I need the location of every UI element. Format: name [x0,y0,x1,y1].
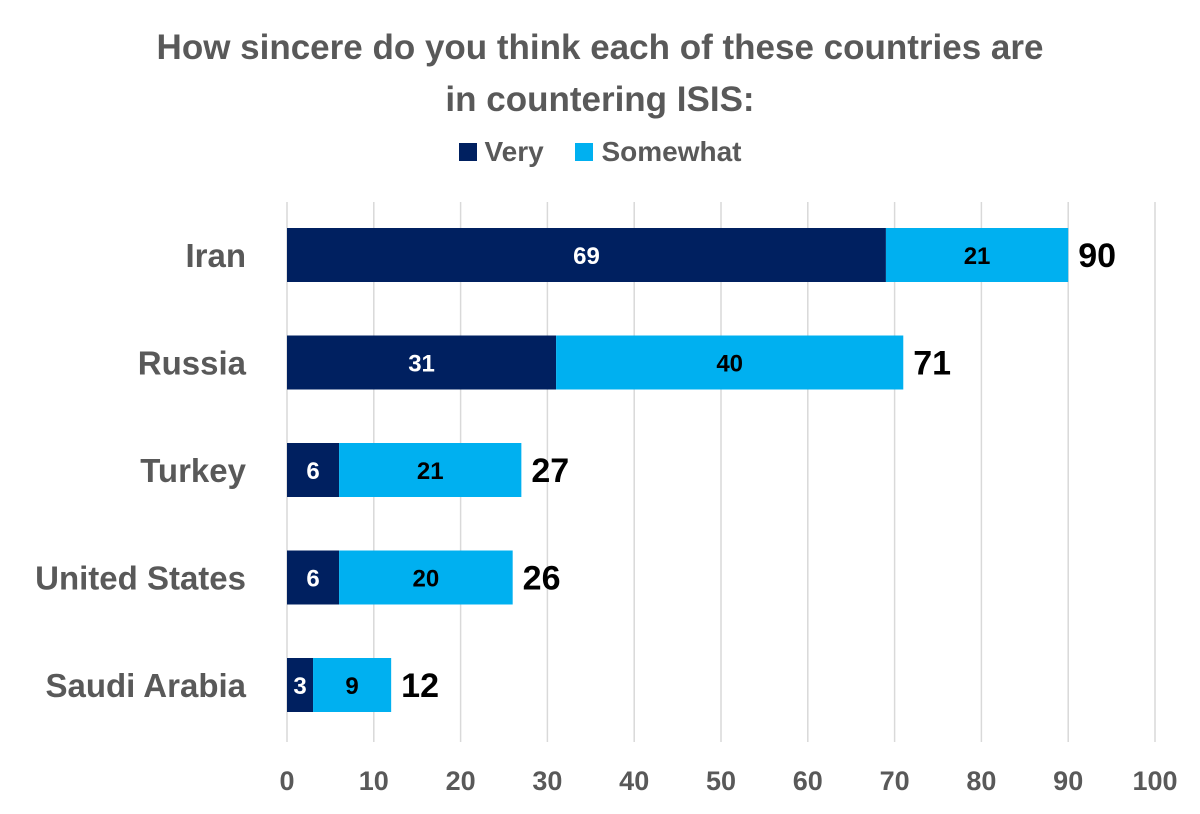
category-label: Iran [185,237,246,274]
x-tick-label: 10 [359,766,389,796]
category-label: Turkey [140,452,246,489]
data-label: 40 [716,351,743,378]
x-tick-label: 90 [1053,766,1083,796]
x-tick-label: 50 [706,766,736,796]
data-label: 20 [413,566,440,593]
bar-segment-somewhat [313,658,392,712]
legend-label-very: Very [484,136,544,167]
chart-title-line-1: How sincere do you think each of these c… [156,28,1044,67]
bar-segment-very [287,658,314,712]
data-label: 31 [408,351,435,378]
legend-swatch-somewhat [575,143,594,161]
bar-segment-very [287,335,557,390]
x-tick-label: 70 [880,766,910,796]
data-label: 9 [345,673,358,700]
category-label: United States [35,560,246,597]
data-label: 21 [964,243,991,270]
bar-segment-somewhat [885,228,1069,282]
bar-segment-somewhat [339,443,522,497]
chart-title-line-2: in countering ISIS: [445,80,755,119]
legend: Very Somewhat [0,136,1200,168]
x-tick-label: 30 [532,766,562,796]
data-label: 6 [306,566,319,593]
category-label: Saudi Arabia [46,667,247,704]
total-label: 12 [401,667,439,705]
total-label: 27 [531,452,569,490]
bar-segment-very [287,228,886,282]
bar-segment-very [287,550,340,605]
legend-swatch-very [458,143,477,161]
x-tick-label: 20 [446,766,476,796]
category-label: Russia [138,345,247,382]
x-tick-label: 100 [1132,766,1177,796]
x-tick-label: 0 [279,766,294,796]
data-label: 6 [306,458,319,485]
total-label: 26 [523,560,561,598]
legend-item-very: Very [458,136,544,168]
data-label: 69 [573,243,600,270]
total-label: 71 [913,345,951,383]
x-tick-label: 80 [966,766,996,796]
bar-segment-somewhat [339,550,513,605]
bar-segment-very [287,443,340,497]
data-label: 21 [417,458,444,485]
total-label: 90 [1078,237,1116,275]
data-label: 3 [293,673,306,700]
chart-title: How sincere do you think each of these c… [0,22,1200,126]
legend-item-somewhat: Somewhat [575,136,741,168]
x-tick-label: 40 [619,766,649,796]
legend-label-somewhat: Somewhat [601,136,742,167]
x-tick-label: 60 [793,766,823,796]
bar-segment-somewhat [556,335,904,390]
